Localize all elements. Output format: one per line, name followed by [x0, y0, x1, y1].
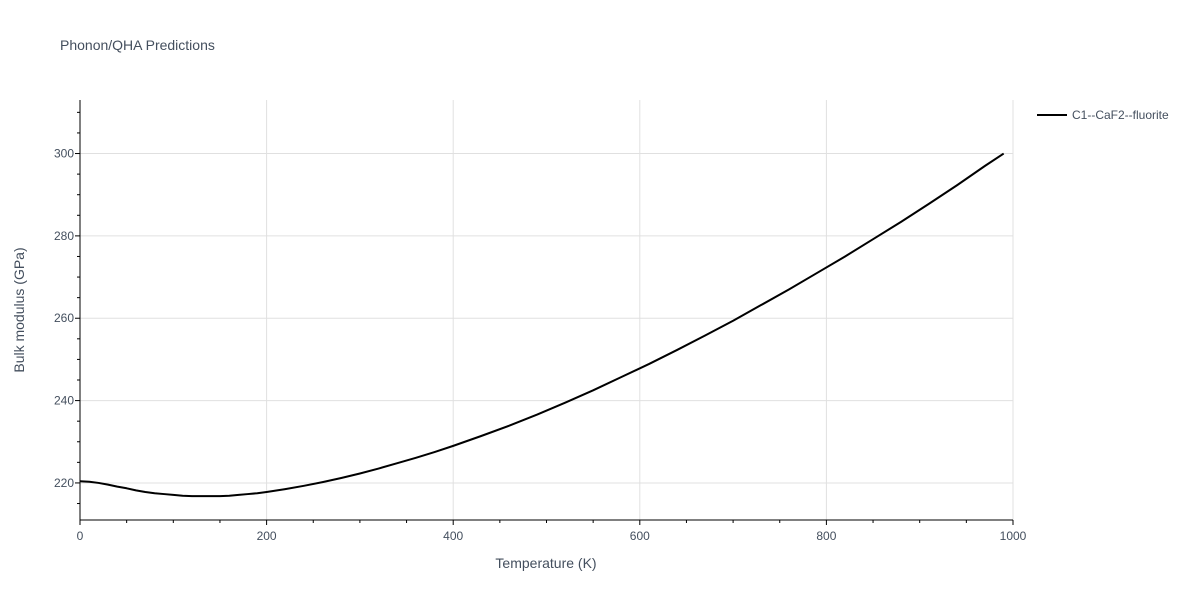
y-tick-label: 240: [54, 394, 74, 408]
legend-label: C1--CaF2--fluorite: [1072, 108, 1169, 122]
y-tick-label: 260: [54, 311, 74, 325]
x-tick-label: 400: [443, 529, 463, 543]
x-axis-title: Temperature (K): [495, 555, 596, 571]
y-tick-label: 220: [54, 476, 74, 490]
y-axis-title: Bulk modulus (GPa): [11, 247, 27, 372]
series-line-0[interactable]: [79, 152, 1005, 498]
x-tick-label: 800: [816, 529, 836, 543]
axes: 0 200 400 600 800 1000 220 240 260 280 300: [54, 100, 1027, 543]
x-tick-label: 1000: [1000, 529, 1027, 543]
x-tick-label: 600: [630, 529, 650, 543]
x-tick-label: 200: [257, 529, 277, 543]
x-tick-label: 0: [77, 529, 84, 543]
series-layer: [79, 152, 1005, 498]
legend[interactable]: C1--CaF2--fluorite: [1037, 108, 1169, 122]
y-tick-label: 280: [54, 229, 74, 243]
chart-title: Phonon/QHA Predictions: [60, 37, 215, 53]
y-tick-label: 300: [54, 147, 74, 161]
grid: [80, 100, 1014, 520]
